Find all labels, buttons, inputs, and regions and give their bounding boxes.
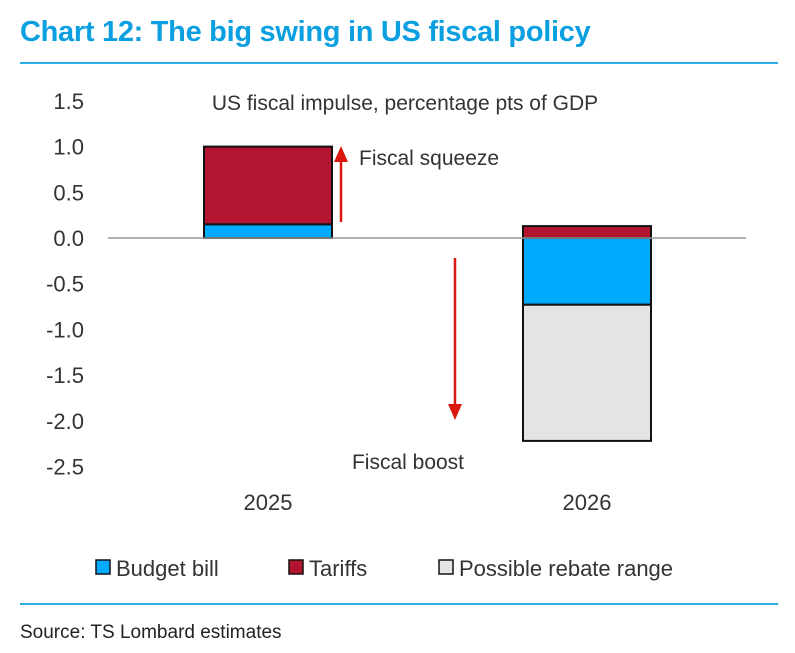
x-tick-label: 2025 <box>244 490 293 515</box>
bar-tariffs-2025 <box>203 145 333 226</box>
y-tick-label: -1.5 <box>46 363 84 388</box>
bottom-rule <box>20 603 778 605</box>
y-tick-label: -1.0 <box>46 317 84 342</box>
annotation-fiscal-boost: Fiscal boost <box>352 451 464 474</box>
boost-arrow-head <box>448 404 462 420</box>
legend-swatch-0 <box>95 559 111 575</box>
bar-possible-rebate-range-2026 <box>522 303 652 442</box>
chart-subtitle: US fiscal impulse, percentage pts of GDP <box>212 92 598 115</box>
y-tick-label: -2.5 <box>46 455 84 480</box>
source-note: Source: TS Lombard estimates <box>20 622 282 643</box>
legend-swatch-1 <box>288 559 304 575</box>
y-tick-label: -0.5 <box>46 272 84 297</box>
legend-label: Possible rebate range <box>459 556 673 581</box>
bar-budget-bill-2026 <box>522 237 652 306</box>
y-tick-label: 1.0 <box>53 135 84 160</box>
top-rule <box>20 62 778 64</box>
legend-label: Tariffs <box>309 556 367 581</box>
bar-tariffs-2026 <box>522 225 652 239</box>
legend-swatch-2 <box>438 559 454 575</box>
y-tick-label: 1.5 <box>53 89 84 114</box>
x-tick-label: 2026 <box>563 490 612 515</box>
chart-title: Chart 12: The big swing in US fiscal pol… <box>20 16 591 48</box>
annotation-fiscal-squeeze: Fiscal squeeze <box>359 147 499 170</box>
squeeze-arrow-head <box>334 146 348 162</box>
y-tick-label: 0.5 <box>53 180 84 205</box>
bar-budget-bill-2025 <box>203 223 333 239</box>
chart: 1.5 1.0 0.5 0.0 -0.5 -1.0 -1.5 -2.0 -2.5 US fisca… <box>46 89 746 581</box>
legend-label: Budget bill <box>116 556 219 581</box>
y-tick-label: -2.0 <box>46 409 84 434</box>
y-tick-label: 0.0 <box>53 226 84 251</box>
